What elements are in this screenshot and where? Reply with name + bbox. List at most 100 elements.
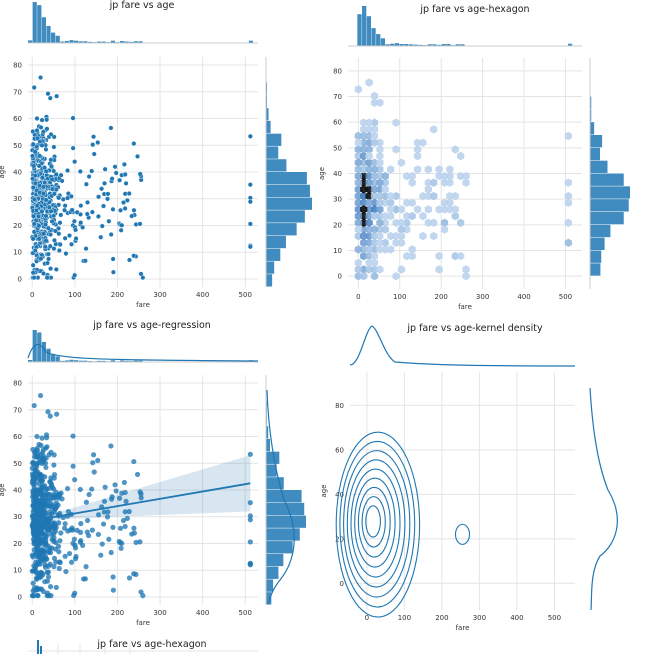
scatter-point: [46, 256, 52, 262]
scatter-point: [51, 213, 57, 219]
hexbin-cell: [354, 245, 362, 254]
hexbin-cell: [376, 178, 384, 187]
fare-histogram-bar: [567, 43, 573, 46]
scatter-point: [31, 593, 37, 599]
scatter-point: [58, 490, 64, 496]
density-contour: [357, 486, 391, 558]
scatter-point: [105, 196, 111, 202]
scatter-point: [62, 203, 68, 209]
scatter-point: [31, 402, 37, 409]
scatter-point: [69, 525, 75, 531]
scatter-point: [38, 442, 44, 448]
fare-histogram-bar: [83, 360, 88, 362]
scatter-point: [110, 587, 116, 593]
scatter-point: [247, 500, 253, 506]
scatter-point: [53, 584, 59, 591]
hexbin-cell: [354, 165, 362, 174]
scatter-point: [43, 197, 49, 203]
scatter-point: [37, 471, 43, 477]
y-tick-label: 40: [333, 170, 342, 178]
scatter-point: [30, 184, 36, 190]
age-histogram-bar: [590, 186, 630, 199]
y-tick-label: 50: [13, 460, 22, 468]
hexbin-cell: [365, 225, 373, 234]
chart-title: jp fare vs age: [109, 0, 175, 11]
scatter-point: [48, 449, 54, 455]
scatter-point: [49, 494, 55, 501]
scatter-point: [109, 494, 115, 500]
scatter-point: [30, 176, 36, 182]
y-tick-label: 0: [18, 593, 22, 601]
scatter-point: [38, 574, 44, 580]
hexbin-cell: [424, 205, 432, 214]
scatter-point: [83, 246, 89, 252]
scatter-point: [80, 224, 86, 230]
scatter-point: [34, 203, 40, 209]
scatter-point: [56, 565, 62, 572]
hexbin-cell: [376, 191, 384, 201]
scatter-point: [95, 139, 101, 145]
scatter-point: [40, 509, 47, 515]
hexbin-cell: [397, 225, 406, 234]
fare-histogram-bar: [455, 44, 460, 46]
scatter-point: [34, 144, 40, 150]
scatter-point: [31, 275, 37, 281]
scatter-point: [53, 504, 59, 511]
hexbin-cell: [376, 198, 384, 207]
density-contour: [454, 523, 471, 545]
scatter-point: [134, 471, 141, 478]
scatter-point: [51, 564, 57, 570]
scatter-point: [108, 125, 114, 131]
x-tick-label: 400: [196, 609, 209, 617]
scatter-point: [37, 153, 43, 159]
fare-histogram-bar: [133, 360, 138, 362]
fare-histogram-bar: [366, 16, 371, 46]
scatter-point: [121, 479, 127, 486]
scatter-point: [63, 568, 69, 575]
y-tick-label: 20: [13, 540, 22, 548]
scatter-point: [37, 138, 43, 144]
fare-histogram-bar: [74, 360, 79, 362]
scatter-point: [80, 542, 86, 548]
scatter-point: [95, 531, 102, 538]
hexbin-cell: [564, 218, 572, 227]
scatter-point: [43, 222, 49, 228]
scatter-point: [122, 509, 128, 515]
scatter-point: [48, 475, 54, 481]
scatter-point: [41, 270, 47, 276]
scatter-point: [110, 574, 116, 580]
density-contour: [335, 431, 421, 618]
scatter-point: [39, 142, 45, 148]
scatter-point: [78, 220, 84, 226]
x-tick-label: 300: [153, 291, 166, 299]
hexbin-cell: [365, 78, 373, 87]
y-axis-label: age: [0, 483, 6, 496]
scatter-point: [40, 447, 46, 453]
scatter-point: [58, 212, 64, 218]
scatter-point: [131, 141, 137, 147]
hexbin-cell: [354, 218, 362, 227]
hexbin-cell: [354, 85, 362, 94]
scatter-point: [247, 221, 253, 227]
scatter-point: [62, 521, 68, 527]
fare-histogram-bar: [101, 360, 106, 362]
scatter-point: [42, 165, 48, 171]
scatter-point: [247, 182, 253, 188]
scatter-point: [61, 525, 68, 531]
scatter-point: [70, 115, 76, 121]
scatter-point: [38, 75, 44, 81]
scatter-point: [118, 545, 124, 551]
scatter-point: [56, 549, 62, 555]
fare-histogram-bar: [74, 40, 79, 43]
y-tick-label: 40: [13, 169, 22, 177]
hexbin-cell: [440, 198, 449, 207]
scatter-point: [86, 174, 92, 180]
hexbin-cell: [424, 165, 432, 174]
scatter-point: [45, 91, 51, 97]
hexbin-cell: [370, 165, 379, 174]
scatter-point: [247, 513, 253, 519]
scatter-point: [140, 275, 146, 281]
density-contour: [346, 459, 406, 588]
hexbin-cell: [365, 245, 373, 254]
hexbin-cell: [392, 238, 400, 247]
